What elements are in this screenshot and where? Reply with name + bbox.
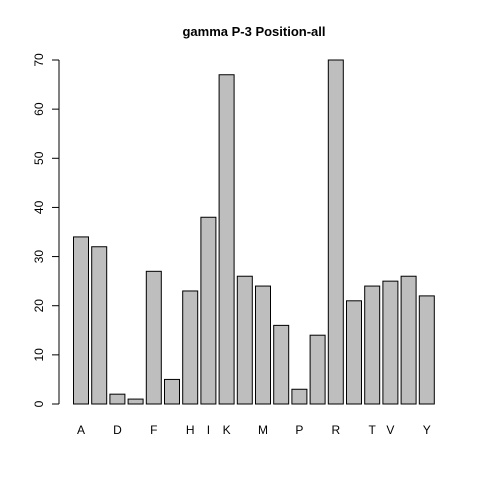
y-axis: 0 10 20 30 40 50 60 70 [32, 53, 60, 407]
y-tick-label: 50 [32, 151, 46, 165]
x-tick-label: I [207, 423, 210, 437]
x-tick-label: H [186, 423, 195, 437]
bar-V [382, 280, 399, 405]
bar-N [273, 324, 290, 405]
bar-M [255, 285, 271, 405]
x-tick-label: M [258, 423, 268, 437]
y-tick-label: 60 [32, 102, 46, 116]
y-tick-label: 30 [32, 250, 46, 264]
x-tick-label: A [77, 423, 85, 437]
bars [73, 59, 435, 405]
bar-I [200, 216, 217, 405]
bar-G [164, 378, 180, 405]
y-tick-label: 20 [32, 299, 46, 313]
bar-W [400, 275, 417, 405]
x-tick-label: Y [423, 423, 431, 437]
bar-S [346, 300, 362, 405]
bar-E [127, 398, 144, 405]
bar-H [182, 290, 199, 405]
bar-L [236, 275, 253, 405]
bar-R [327, 59, 344, 405]
bar-K [218, 74, 235, 405]
x-tick-label: T [369, 423, 377, 437]
bar-T [364, 285, 381, 405]
bar-Y [418, 295, 435, 405]
x-tick-label: D [113, 423, 122, 437]
bar-A [73, 236, 89, 405]
x-tick-label: P [295, 423, 303, 437]
bar-F [145, 270, 162, 405]
chart-title: gamma P-3 Position-all [182, 24, 325, 39]
x-tick-label: K [223, 423, 231, 437]
bar-C [91, 246, 108, 405]
y-tick-label: 40 [32, 200, 46, 214]
x-tick-label: F [150, 423, 157, 437]
x-tick-label: V [386, 423, 394, 437]
bar-Q [309, 334, 326, 405]
y-tick-label: 70 [32, 53, 46, 67]
y-tick-label: 10 [32, 348, 46, 362]
bar-P [291, 388, 308, 405]
y-tick-label: 0 [32, 400, 46, 407]
bar-D [109, 393, 126, 405]
x-tick-label: R [331, 423, 340, 437]
